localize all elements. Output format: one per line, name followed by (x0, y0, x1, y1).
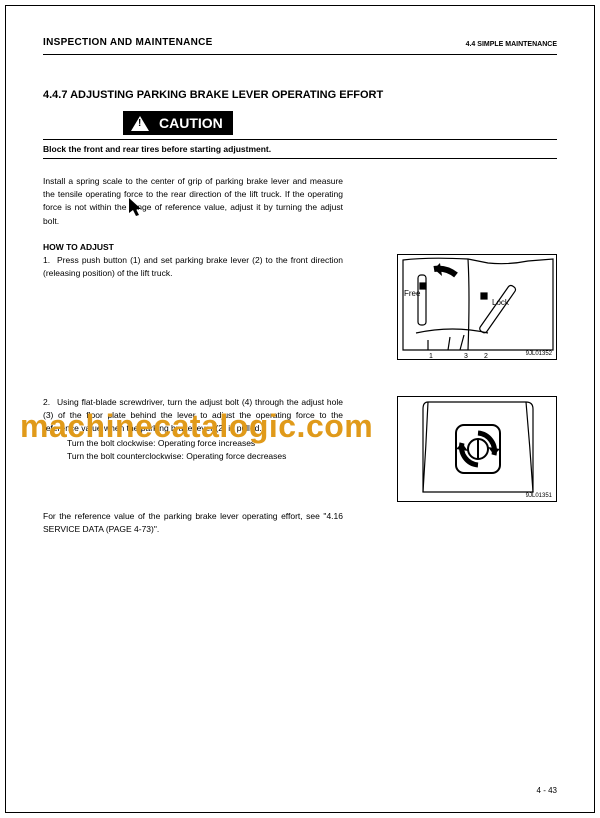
warning-triangle-icon (131, 116, 149, 131)
document-page: INSPECTION AND MAINTENANCE 4.4 SIMPLE MA… (5, 5, 595, 813)
svg-text:3: 3 (464, 353, 468, 360)
svg-text:1: 1 (429, 353, 433, 360)
step-1-text: 1.Press push button (1) and set parking … (43, 254, 343, 280)
cursor-icon (129, 198, 145, 223)
caution-text: Block the front and rear tires before st… (43, 139, 557, 159)
page-number: 4 - 43 (537, 786, 557, 795)
caution-box: CAUTION (123, 111, 233, 135)
svg-text:2: 2 (484, 353, 488, 360)
caution-label: CAUTION (159, 115, 223, 131)
figure-2-caption: 9JL01351 (526, 493, 552, 499)
step-2-body: Using flat-blade screwdriver, turn the a… (43, 397, 343, 433)
step-1-row: 1.Press push button (1) and set parking … (43, 254, 557, 360)
step-2-num: 2. (43, 396, 57, 409)
step-1-body: Press push button (1) and set parking br… (43, 255, 343, 278)
header-left: INSPECTION AND MAINTENANCE (43, 37, 213, 48)
step-2-text: 2.Using flat-blade screwdriver, turn the… (43, 396, 343, 464)
figure-2: 9JL01351 (397, 396, 557, 502)
section-title: 4.4.7 ADJUSTING PARKING BRAKE LEVER OPER… (43, 89, 557, 101)
howto-title: HOW TO ADJUST (43, 242, 557, 252)
header-right: 4.4 SIMPLE MAINTENANCE (466, 41, 557, 48)
step-2-cw: Turn the bolt clockwise: Operating force… (67, 437, 343, 450)
intro-paragraph: Install a spring scale to the center of … (43, 175, 343, 228)
svg-text:Free: Free (404, 289, 421, 298)
figure-1: Free Lock 1 3 2 9JL01352 (397, 254, 557, 360)
svg-text:Lock: Lock (492, 298, 510, 307)
step-2-row: 2.Using flat-blade screwdriver, turn the… (43, 396, 557, 502)
figure-1-caption: 9JL01352 (526, 351, 552, 357)
step-2-ccw: Turn the bolt counterclockwise: Operatin… (67, 450, 343, 463)
step-1-num: 1. (43, 254, 57, 267)
page-header: INSPECTION AND MAINTENANCE 4.4 SIMPLE MA… (43, 37, 557, 55)
reference-text: For the reference value of the parking b… (43, 510, 343, 536)
